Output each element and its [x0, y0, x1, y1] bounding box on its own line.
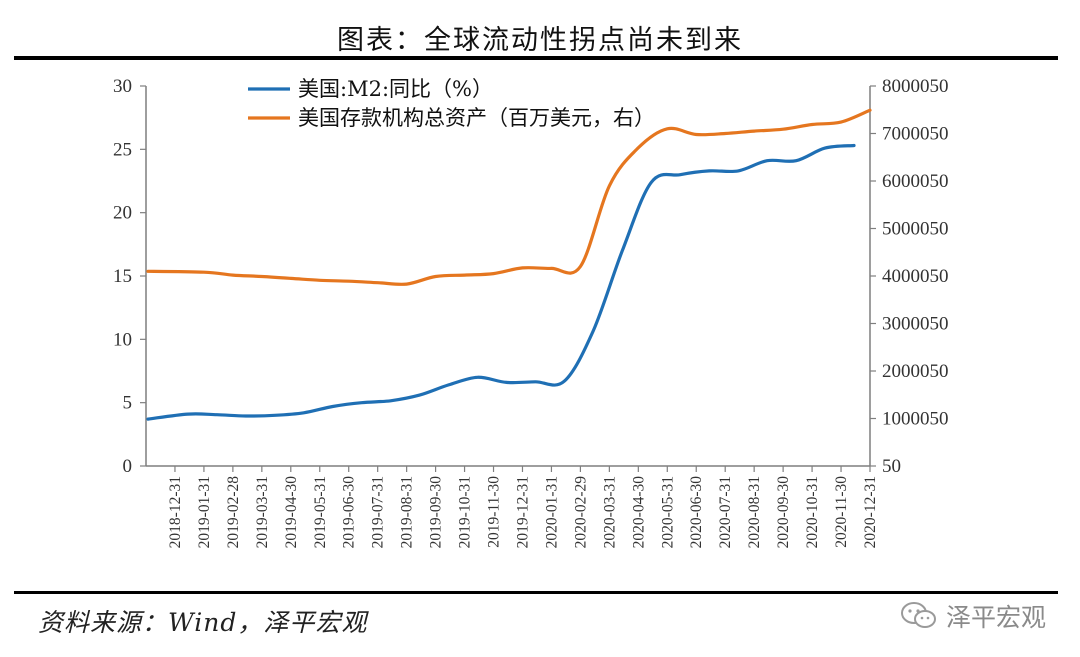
- legend-label: 美国存款机构总资产（百万美元，右）: [298, 106, 655, 130]
- right-tick-label: 3000050: [882, 314, 949, 335]
- x-tick-label: 2019-04-30: [283, 476, 300, 549]
- series-lines: [146, 108, 872, 421]
- left-axis-ticks: 0 5 10 15 20 25 30: [113, 76, 146, 477]
- brand-label: 泽平宏观: [945, 603, 1046, 632]
- right-tick-label: 8000050: [882, 76, 949, 97]
- x-tick-label: 2020-04-30: [630, 476, 647, 549]
- right-tick-label: 50: [882, 456, 901, 477]
- x-tick-label: 2020-09-30: [775, 476, 792, 549]
- x-tick-label: 2020-10-31: [804, 476, 821, 548]
- top-rule: [14, 56, 1058, 60]
- x-tick-label: 2019-12-31: [514, 476, 531, 548]
- left-tick-label: 20: [113, 203, 132, 224]
- x-tick-label: 2019-03-31: [254, 476, 271, 548]
- bottom-rule: [14, 591, 1058, 594]
- left-tick-label: 15: [113, 266, 132, 287]
- x-tick-label: 2020-01-31: [543, 476, 560, 548]
- x-tick-label: 2020-12-31: [862, 476, 879, 548]
- x-tick-label: 2019-06-30: [341, 476, 358, 549]
- x-tick-label: 2019-08-31: [399, 476, 416, 548]
- x-tick-label: 2020-07-31: [717, 476, 734, 548]
- left-tick-label: 0: [123, 456, 133, 477]
- wechat-icon: [900, 602, 936, 628]
- series-line-assets: [146, 108, 872, 286]
- left-tick-label: 5: [123, 393, 133, 414]
- x-tick-label: 2020-06-30: [688, 476, 705, 549]
- x-tick-label: 2019-11-30: [486, 476, 503, 548]
- x-tick-label: 2018-12-31: [167, 476, 184, 548]
- x-tick-label: 2020-03-31: [601, 476, 618, 548]
- x-tick-label: 2019-09-30: [428, 476, 445, 549]
- right-axis-ticks: 50 1000050 2000050 3000050 4000050 5000050 600…: [870, 76, 949, 477]
- x-tick-label: 2020-02-29: [572, 476, 589, 549]
- x-tick-label: 2020-11-30: [833, 476, 850, 548]
- right-tick-label: 4000050: [882, 266, 949, 287]
- right-tick-label: 2000050: [882, 361, 949, 382]
- left-tick-label: 30: [113, 76, 132, 97]
- right-tick-label: 5000050: [882, 219, 949, 240]
- x-tick-label: 2020-05-31: [659, 476, 676, 548]
- chart: 0 5 10 15 20 25 30 50 1000050 2000050 3000050 4000…: [113, 76, 949, 548]
- x-tick-label: 2019-01-31: [196, 476, 213, 548]
- left-tick-label: 10: [113, 329, 132, 350]
- right-tick-label: 1000050: [882, 409, 949, 430]
- legend: 美国:M2:同比（%） 美国存款机构总资产（百万美元，右）: [248, 77, 655, 130]
- left-tick-label: 25: [113, 139, 132, 160]
- x-tick-label: 2019-07-31: [370, 476, 387, 548]
- x-tick-label: 2019-10-31: [457, 476, 474, 548]
- x-axis-ticks: 2018-12-31 2019-01-31 2019-02-28 2019-03-31…: [167, 466, 879, 548]
- right-tick-label: 7000050: [882, 124, 949, 145]
- source-note: 资料来源：Wind，泽平宏观: [38, 608, 368, 637]
- x-tick-label: 2020-08-31: [746, 476, 763, 548]
- right-tick-label: 6000050: [882, 171, 949, 192]
- brand: 泽平宏观: [900, 598, 1046, 634]
- legend-label: 美国:M2:同比（%）: [298, 77, 493, 101]
- x-tick-label: 2019-02-28: [225, 476, 242, 549]
- series-line-m2: [146, 143, 856, 421]
- x-tick-label: 2019-05-31: [312, 476, 329, 548]
- chart-title: 图表：全球流动性拐点尚未到来: [337, 25, 743, 56]
